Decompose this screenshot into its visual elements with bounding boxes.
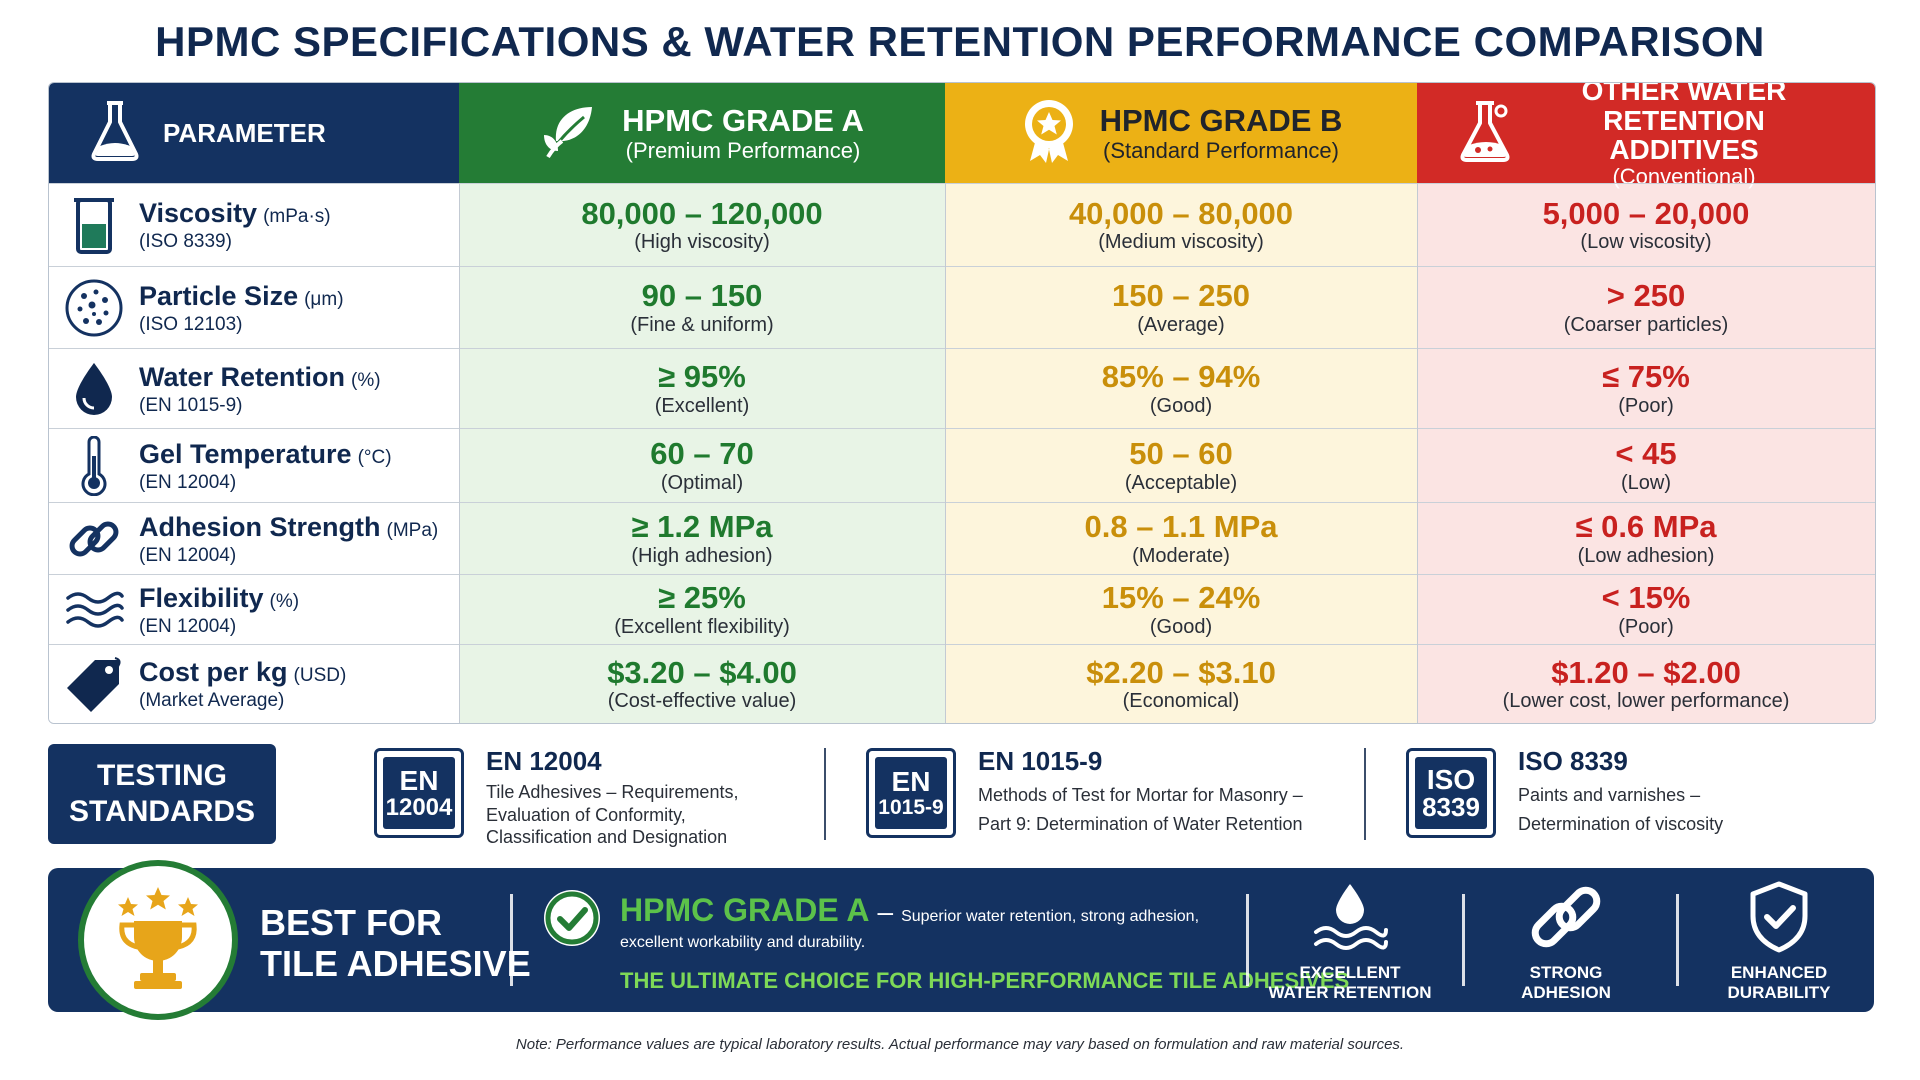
grade-b-particle-size: 150 – 250 (Average) xyxy=(945,266,1417,349)
header-parameter: PARAMETER xyxy=(49,83,459,183)
other-cost: $1.20 – $2.00 (Lower cost, lower performa… xyxy=(1417,644,1875,723)
param-row-particle-size: Particle Size (μm) (ISO 12103) xyxy=(49,266,459,349)
comparison-table: PARAMETER Viscosity (mPa·s) (ISO 8339) Par… xyxy=(48,82,1876,724)
grade-a-particle-size: 90 – 150 (Fine & uniform) xyxy=(459,266,945,349)
parameter-column: PARAMETER Viscosity (mPa·s) (ISO 8339) Par… xyxy=(49,83,459,723)
trophy-icon xyxy=(78,860,238,1020)
grade-a-water-retention: ≥ 95% (Excellent) xyxy=(459,348,945,429)
water-drop-icon xyxy=(1310,884,1390,958)
best-for-banner: BEST FOR TILE ADHESIVE HPMC GRADE A – Supe… xyxy=(48,860,1874,1020)
flask-icon xyxy=(89,100,141,167)
grade-a-flexibility: ≥ 25% (Excellent flexibility) xyxy=(459,574,945,645)
flask-icon xyxy=(1458,99,1516,168)
grade-a-viscosity: 80,000 – 120,000 (High viscosity) xyxy=(459,183,945,267)
header-other-additives: OTHER WATER RETENTION ADDITIVES (Conventi… xyxy=(1417,83,1875,189)
feature-strong-adhesion: STRONG ADHESION xyxy=(1481,880,1651,1004)
other-additives-column: OTHER WATER RETENTION ADDITIVES (Conventi… xyxy=(1417,83,1875,723)
recommended-description: excellent workability and durability. xyxy=(620,934,866,951)
testing-standards-label: TESTING STANDARDS xyxy=(48,744,276,844)
price-tag-icon xyxy=(49,656,139,714)
grade-b-column: HPMC GRADE B (Standard Performance) 40,00… xyxy=(945,83,1417,723)
footnote: Note: Performance values are typical lab… xyxy=(515,1036,1405,1053)
standard-badge: ISO 8339 xyxy=(1406,748,1496,838)
column-divider xyxy=(1417,183,1418,723)
recommended-grade: HPMC GRADE A – Superior water retention, s… xyxy=(620,892,1200,928)
thermometer-icon xyxy=(49,436,139,496)
grade-b-viscosity: 40,000 – 80,000 (Medium viscosity) xyxy=(945,183,1417,267)
other-water-retention: ≤ 75% (Poor) xyxy=(1417,348,1875,429)
grade-a-gel-temperature: 60 – 70 (Optimal) xyxy=(459,428,945,503)
standard-en-12004: EN 12004 EN 12004 Tile Adhesives – Requir… xyxy=(374,746,738,847)
particles-icon xyxy=(49,278,139,338)
waves-icon xyxy=(49,588,139,632)
standard-en-1015-9: EN 1015-9 EN 1015-9 Methods of Test for M… xyxy=(866,746,1303,846)
divider xyxy=(1462,894,1465,986)
other-particle-size: > 250 (Coarser particles) xyxy=(1417,266,1875,349)
feature-enhanced-durability: ENHANCED DURABILITY xyxy=(1694,880,1864,1004)
tagline: THE ULTIMATE CHOICE FOR HIGH-PERFORMANCE… xyxy=(620,968,1350,993)
grade-a-adhesion: ≥ 1.2 MPa (High adhesion) xyxy=(459,502,945,575)
grade-b-cost: $2.20 – $3.10 (Economical) xyxy=(945,644,1417,723)
divider xyxy=(510,894,513,986)
standard-badge: EN 12004 xyxy=(374,748,464,838)
other-flexibility: < 15% (Poor) xyxy=(1417,574,1875,645)
header-label: PARAMETER xyxy=(163,117,326,148)
water-drop-icon xyxy=(49,360,139,418)
grade-b-gel-temperature: 50 – 60 (Acceptable) xyxy=(945,428,1417,503)
divider xyxy=(1676,894,1679,986)
other-gel-temperature: < 45 (Low) xyxy=(1417,428,1875,503)
grade-a-column: HPMC GRADE A (Premium Performance) 80,000… xyxy=(459,83,945,723)
param-row-flexibility: Flexibility (%) (EN 12004) xyxy=(49,574,459,645)
feature-water-retention: EXCELLENT WATER RETENTION xyxy=(1265,880,1435,1004)
chain-link-icon xyxy=(1526,886,1606,958)
leaf-icon xyxy=(540,101,600,166)
grade-b-adhesion: 0.8 – 1.1 MPa (Moderate) xyxy=(945,502,1417,575)
grade-a-cost: $3.20 – $4.00 (Cost-effective value) xyxy=(459,644,945,723)
column-divider xyxy=(945,183,946,723)
shield-check-icon xyxy=(1739,881,1819,958)
header-grade-b: HPMC GRADE B (Standard Performance) xyxy=(945,83,1417,183)
check-circle-icon xyxy=(544,890,600,946)
page-title: HPMC SPECIFICATIONS & WATER RETENTION PE… xyxy=(155,18,1765,65)
standard-badge: EN 1015-9 xyxy=(866,748,956,838)
best-for-label: BEST FOR TILE ADHESIVE xyxy=(260,902,531,985)
param-row-viscosity: Viscosity (mPa·s) (ISO 8339) xyxy=(49,183,459,267)
chain-link-icon xyxy=(49,511,139,567)
divider xyxy=(1246,894,1249,986)
header-grade-a: HPMC GRADE A (Premium Performance) xyxy=(459,83,945,183)
divider xyxy=(824,748,826,840)
award-icon xyxy=(1020,97,1078,170)
param-row-cost: Cost per kg (USD) (Market Average) xyxy=(49,644,459,723)
other-viscosity: 5,000 – 20,000 (Low viscosity) xyxy=(1417,183,1875,267)
param-row-adhesion-strength: Adhesion Strength (MPa) (EN 12004) xyxy=(49,502,459,575)
param-row-water-retention: Water Retention (%) (EN 1015-9) xyxy=(49,348,459,429)
param-row-gel-temperature: Gel Temperature (°C) (EN 12004) xyxy=(49,428,459,503)
grade-b-water-retention: 85% – 94% (Good) xyxy=(945,348,1417,429)
column-divider xyxy=(459,183,460,723)
divider xyxy=(1364,748,1366,840)
grade-b-flexibility: 15% – 24% (Good) xyxy=(945,574,1417,645)
other-adhesion: ≤ 0.6 MPa (Low adhesion) xyxy=(1417,502,1875,575)
beaker-icon xyxy=(49,196,139,256)
standard-iso-8339: ISO 8339 ISO 8339 Paints and varnishes – D… xyxy=(1406,746,1723,846)
